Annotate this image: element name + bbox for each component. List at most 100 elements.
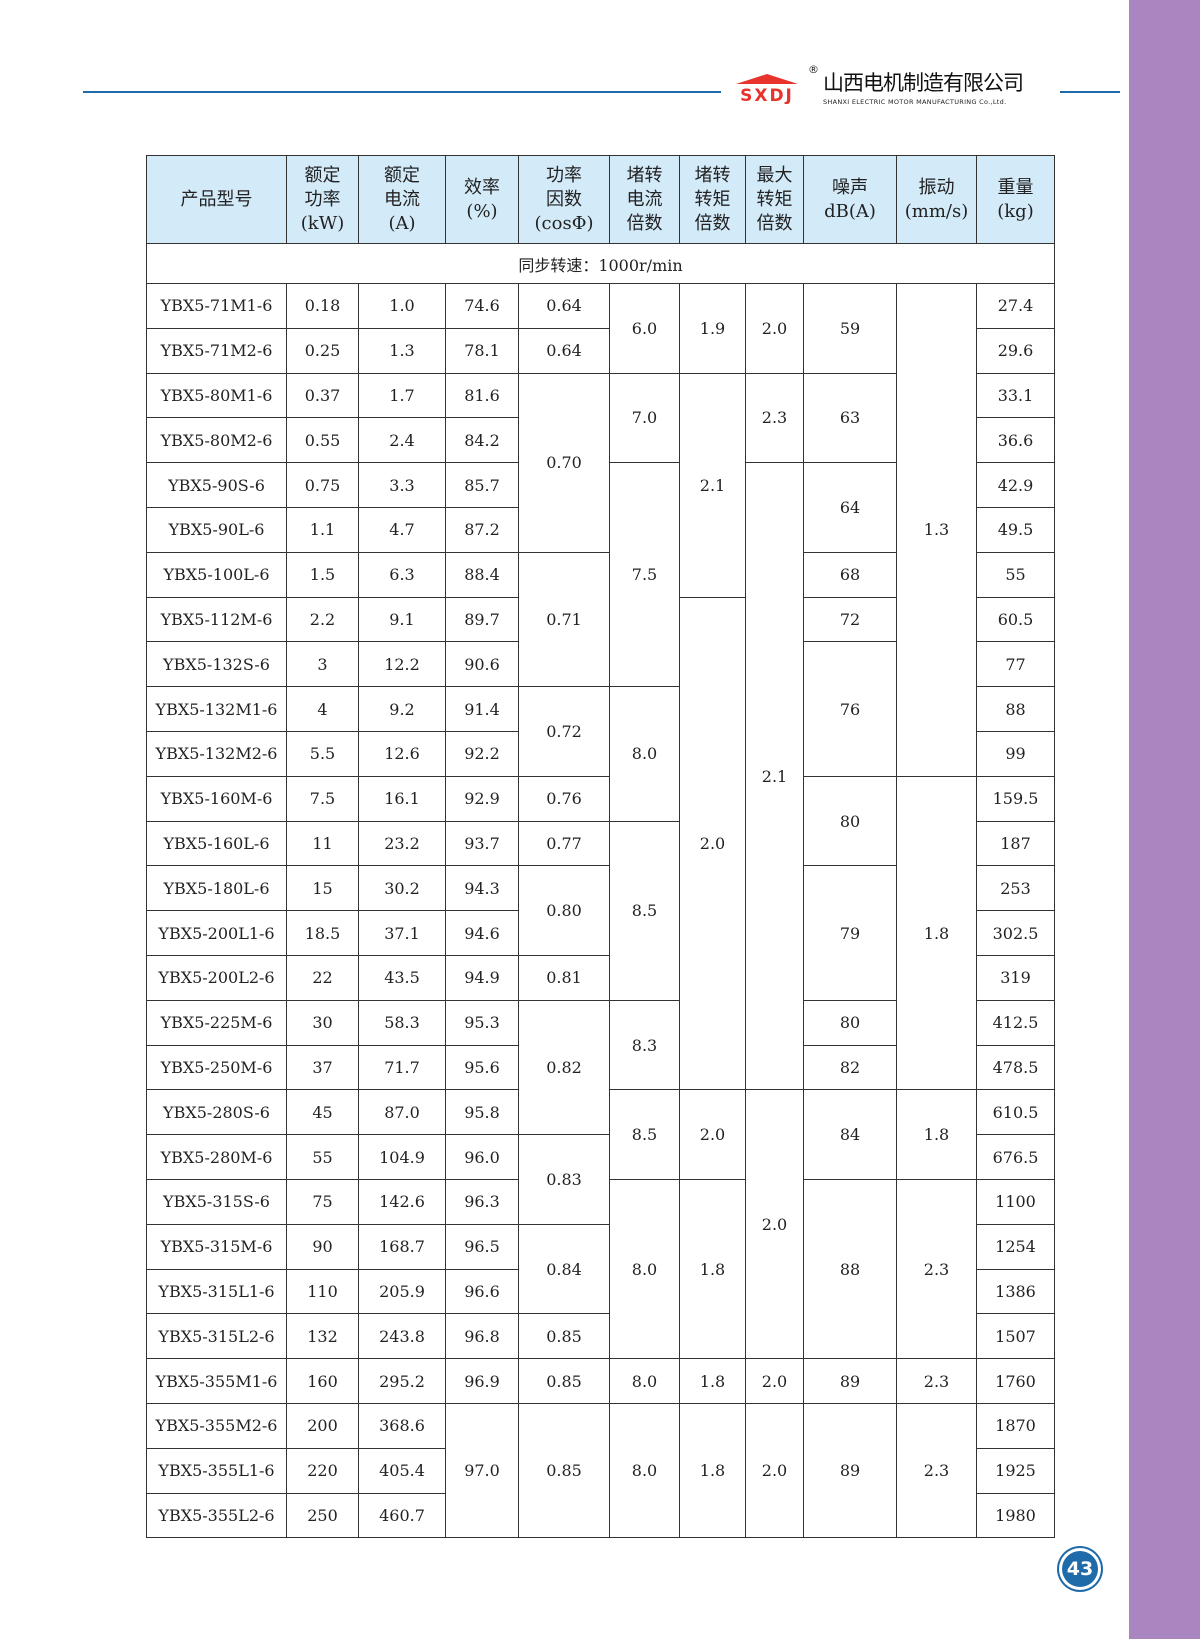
value-cell: 59 xyxy=(803,283,897,374)
model-cell: YBX5-160M-6 xyxy=(146,775,287,822)
value-cell: 0.64 xyxy=(518,327,610,374)
value-cell: 27.4 xyxy=(976,283,1055,329)
table-row: YBX5-160M-6 7.5 16.1 92.9 0.76 80 1.8 159.5 xyxy=(146,775,1055,1091)
value-cell: 95.8 xyxy=(445,1089,519,1136)
model-cell: YBX5-71M2-6 xyxy=(146,327,287,374)
table-row: YBX5-225M-6 30 58.3 95.3 0.82 8.3 80 412.5 xyxy=(146,999,1055,1136)
model-cell: YBX5-280M-6 xyxy=(146,1134,287,1180)
value-cell: 84.2 xyxy=(445,417,519,464)
value-cell: 15 xyxy=(286,865,359,912)
value-cell: 1254 xyxy=(976,1223,1055,1270)
value-cell: 2.0 xyxy=(679,596,746,1091)
value-cell: 88 xyxy=(803,1178,897,1360)
value-cell: 0.75 xyxy=(286,462,359,508)
value-cell: 45 xyxy=(286,1089,359,1136)
value-cell: 78.1 xyxy=(445,327,519,374)
value-cell: 43.5 xyxy=(358,954,446,1001)
table-row: YBX5-200L1-6 18.5 37.1 94.6 302.5 xyxy=(146,910,1055,956)
value-cell: 37.1 xyxy=(358,910,446,956)
value-cell: 0.85 xyxy=(518,1402,610,1539)
model-cell: YBX5-355M1-6 xyxy=(146,1358,287,1404)
value-cell: 2.0 xyxy=(745,283,804,374)
value-cell: 168.7 xyxy=(358,1223,446,1270)
table-row: YBX5-355M2-6 200 368.6 97.0 0.85 8.0 1.8 2.0 89 2… xyxy=(146,1402,1055,1539)
model-cell: YBX5-160L-6 xyxy=(146,820,287,867)
header-rule-left xyxy=(83,91,721,93)
value-cell: 250 xyxy=(286,1492,359,1539)
model-cell: YBX5-132S-6 xyxy=(146,641,287,688)
model-cell: YBX5-132M1-6 xyxy=(146,686,287,732)
company-names: 山西电机制造有限公司 SHANXI ELECTRIC MOTOR MANUFAC… xyxy=(823,70,1024,107)
value-cell: 0.84 xyxy=(518,1223,610,1315)
value-cell: 93.7 xyxy=(445,820,519,867)
value-cell: 2.0 xyxy=(745,1358,804,1404)
model-cell: YBX5-315L1-6 xyxy=(146,1268,287,1315)
value-cell: 58.3 xyxy=(358,999,446,1046)
value-cell: 2.3 xyxy=(896,1178,977,1360)
value-cell: 2.0 xyxy=(745,1402,804,1539)
value-cell: 36.6 xyxy=(976,417,1055,464)
model-cell: YBX5-280S-6 xyxy=(146,1089,287,1136)
model-cell: YBX5-90L-6 xyxy=(146,506,287,553)
table-row: YBX5-315L1-6 110 205.9 96.6 1386 xyxy=(146,1268,1055,1315)
value-cell: 87.2 xyxy=(445,506,519,553)
model-cell: YBX5-250M-6 xyxy=(146,1044,287,1091)
value-cell: 11 xyxy=(286,820,359,867)
column-header: 功率 因数 (cosΦ) xyxy=(518,155,610,244)
value-cell: 96.0 xyxy=(445,1134,519,1180)
value-cell: 96.6 xyxy=(445,1268,519,1315)
page-number: 43 xyxy=(1062,1551,1098,1587)
value-cell: 220 xyxy=(286,1447,359,1494)
value-cell: 0.72 xyxy=(518,686,610,777)
table-row: YBX5-315S-6 75 142.6 96.3 8.0 1.8 88 2.3 1100 xyxy=(146,1178,1055,1360)
value-cell: 99 xyxy=(976,730,1055,777)
column-header: 重量 (kg) xyxy=(976,155,1055,244)
value-cell: 412.5 xyxy=(976,999,1055,1046)
value-cell: 71.7 xyxy=(358,1044,446,1091)
value-cell: 1.3 xyxy=(358,327,446,374)
model-cell: YBX5-80M1-6 xyxy=(146,372,287,419)
value-cell: 1100 xyxy=(976,1178,1055,1225)
value-cell: 7.5 xyxy=(286,775,359,822)
value-cell: 2.3 xyxy=(896,1402,977,1539)
value-cell: 1507 xyxy=(976,1313,1055,1360)
model-cell: YBX5-100L-6 xyxy=(146,551,287,598)
value-cell: 18.5 xyxy=(286,910,359,956)
value-cell: 205.9 xyxy=(358,1268,446,1315)
value-cell: 6.0 xyxy=(609,283,680,374)
model-cell: YBX5-112M-6 xyxy=(146,596,287,643)
column-header: 振动 (mm/s) xyxy=(896,155,977,244)
table-row: YBX5-280M-6 55 104.9 96.0 0.83 676.5 xyxy=(146,1134,1055,1225)
value-cell: 96.8 xyxy=(445,1313,519,1360)
value-cell: 97.0 xyxy=(445,1402,519,1539)
value-cell: 8.0 xyxy=(609,1358,680,1404)
value-cell: 0.80 xyxy=(518,865,610,956)
model-cell: YBX5-71M1-6 xyxy=(146,283,287,329)
model-cell: YBX5-200L2-6 xyxy=(146,954,287,1001)
value-cell: 460.7 xyxy=(358,1492,446,1539)
model-cell: YBX5-200L1-6 xyxy=(146,910,287,956)
value-cell: 94.3 xyxy=(445,865,519,912)
model-cell: YBX5-80M2-6 xyxy=(146,417,287,464)
value-cell: 90 xyxy=(286,1223,359,1270)
value-cell: 132 xyxy=(286,1313,359,1360)
value-cell: 1.8 xyxy=(896,775,977,1091)
value-cell: 92.2 xyxy=(445,730,519,777)
value-cell: 0.85 xyxy=(518,1358,610,1404)
value-cell: 1.5 xyxy=(286,551,359,598)
table-row: YBX5-355L1-6 220 405.4 1925 xyxy=(146,1447,1055,1494)
company-name-cn: 山西电机制造有限公司 xyxy=(823,71,1024,95)
value-cell: 1.3 xyxy=(896,283,977,777)
value-cell: 79 xyxy=(803,865,897,1001)
value-cell: 1760 xyxy=(976,1358,1055,1404)
value-cell: 104.9 xyxy=(358,1134,446,1180)
side-color-band xyxy=(1129,0,1200,1639)
value-cell: 80 xyxy=(803,775,897,867)
model-cell: YBX5-315S-6 xyxy=(146,1178,287,1225)
svg-text:SXDJ: SXDJ xyxy=(740,86,794,104)
table-row: YBX5-180L-6 15 30.2 94.3 0.80 79 253 xyxy=(146,865,1055,1001)
value-cell: 1870 xyxy=(976,1402,1055,1449)
value-cell: 676.5 xyxy=(976,1134,1055,1180)
table-row: YBX5-250M-6 37 71.7 95.6 82 478.5 xyxy=(146,1044,1055,1091)
table-row: YBX5-112M-6 2.2 9.1 89.7 2.0 72 60.5 xyxy=(146,596,1055,1091)
